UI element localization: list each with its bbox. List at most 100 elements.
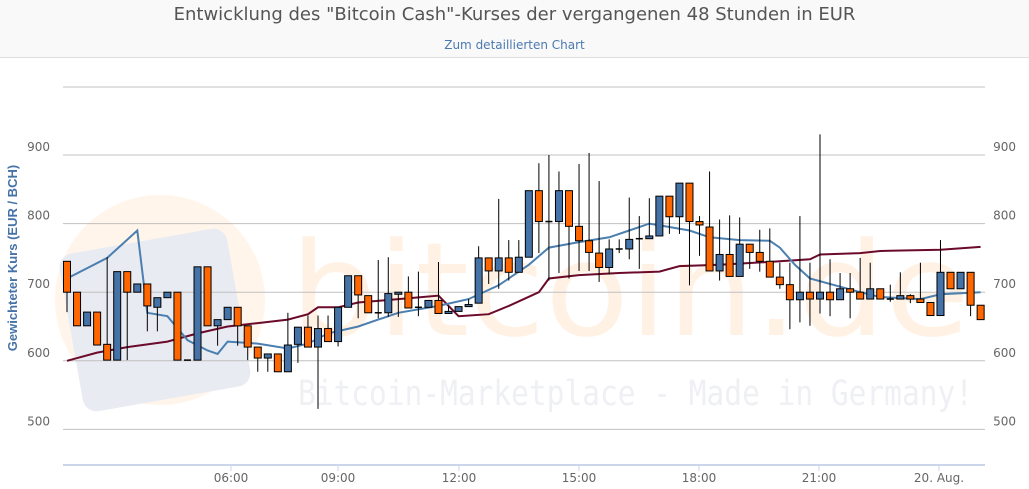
candle-body xyxy=(705,226,714,272)
candle-body xyxy=(876,288,885,300)
candle xyxy=(605,239,614,275)
candle-body xyxy=(273,353,282,373)
candle xyxy=(424,299,433,308)
candle-body xyxy=(163,291,172,299)
candle-body xyxy=(324,328,333,343)
candle xyxy=(705,171,714,272)
candle-body xyxy=(293,326,302,345)
candle xyxy=(795,216,804,323)
candle-body xyxy=(936,271,945,317)
candle xyxy=(856,257,865,300)
candle xyxy=(273,353,282,373)
candle-body xyxy=(866,288,875,300)
candle-body xyxy=(203,266,212,327)
candle-body xyxy=(554,190,563,223)
candle-body xyxy=(725,253,734,277)
candle xyxy=(153,297,162,332)
candle xyxy=(303,315,312,348)
candle xyxy=(645,198,654,240)
candle-body xyxy=(775,276,784,286)
candle xyxy=(595,181,604,282)
candle xyxy=(805,262,814,326)
candle-body xyxy=(283,344,292,373)
y-tick-label-right: 700 xyxy=(993,277,1016,291)
candle xyxy=(283,312,292,373)
x-tick-label: 06:00 xyxy=(214,471,249,485)
candle xyxy=(344,275,353,308)
candle xyxy=(816,134,824,314)
y-tick-label-left: 600 xyxy=(27,346,50,360)
candle-body xyxy=(133,283,142,293)
candle xyxy=(213,319,222,346)
candle xyxy=(896,272,905,300)
candle xyxy=(554,171,563,273)
candle-body xyxy=(314,328,322,348)
y-tick-label-right: 600 xyxy=(993,346,1016,360)
candle-body xyxy=(143,283,152,307)
candle xyxy=(223,306,232,321)
candle-body xyxy=(444,310,453,314)
candle-body xyxy=(605,248,614,269)
candle xyxy=(414,271,422,317)
candle xyxy=(253,346,262,372)
candle-body xyxy=(785,284,794,301)
candle xyxy=(936,240,945,317)
candle xyxy=(665,195,674,234)
y-tick-label-left: 500 xyxy=(27,414,50,428)
candle xyxy=(745,243,754,269)
candle xyxy=(93,311,102,346)
candle-body xyxy=(123,271,132,293)
detailed-chart-link[interactable]: Zum detaillierten Chart xyxy=(444,38,585,52)
candle xyxy=(464,299,473,308)
candle xyxy=(384,257,393,317)
candle-body xyxy=(575,225,584,242)
candle-body xyxy=(213,319,222,327)
candle xyxy=(454,306,463,312)
candle-body xyxy=(685,182,694,223)
candle-body xyxy=(404,291,413,309)
candle xyxy=(755,229,764,272)
candle-body xyxy=(494,257,503,272)
candle-body xyxy=(976,304,985,321)
candle-body xyxy=(364,295,373,314)
candle xyxy=(504,240,513,281)
candle-body xyxy=(474,257,483,304)
candle-body xyxy=(966,271,975,306)
candle-body xyxy=(836,288,845,301)
candle xyxy=(113,271,122,361)
candle xyxy=(615,239,623,254)
y-tick-label-right: 500 xyxy=(993,414,1016,428)
candle xyxy=(143,283,152,332)
short-moving-average-line xyxy=(66,222,981,356)
candle xyxy=(695,216,704,256)
candle xyxy=(484,257,493,284)
candle-body xyxy=(63,260,71,293)
candle-body xyxy=(103,343,112,361)
candle-body xyxy=(83,311,92,327)
candle-body xyxy=(735,243,744,277)
candle-body xyxy=(484,257,493,272)
candle xyxy=(334,306,343,347)
candle xyxy=(474,246,483,304)
candle-body xyxy=(765,260,774,278)
candle-body xyxy=(695,221,704,226)
candle xyxy=(354,275,363,319)
candle xyxy=(524,190,533,258)
candle xyxy=(545,155,553,281)
candle-body xyxy=(384,293,393,314)
candle-body xyxy=(856,291,865,300)
y-tick-label-right: 800 xyxy=(993,209,1016,223)
candle xyxy=(83,311,92,327)
candle-body xyxy=(464,304,473,308)
candle xyxy=(886,284,894,302)
candle xyxy=(163,291,172,299)
candle xyxy=(324,315,333,343)
candle-body xyxy=(675,182,684,218)
candle-body xyxy=(946,271,955,290)
x-tick-label: 20. Aug. xyxy=(914,471,964,485)
candle-body xyxy=(715,253,724,272)
candle xyxy=(685,182,694,286)
candle-body xyxy=(565,190,573,227)
candle-body xyxy=(334,306,343,343)
